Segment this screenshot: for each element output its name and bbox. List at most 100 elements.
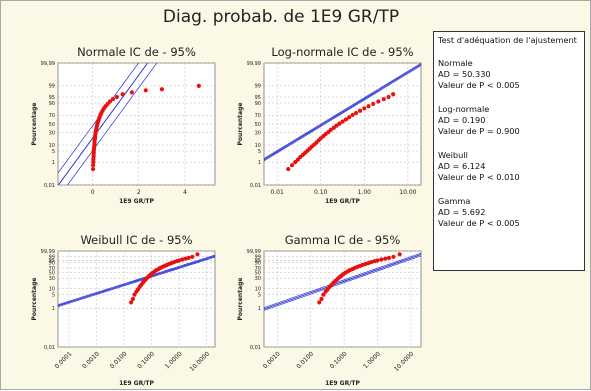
y-tick-label: 90 xyxy=(255,260,261,266)
data-point xyxy=(391,92,396,97)
figure-title: Diag. probab. de 1E9 GR/TP xyxy=(162,7,400,27)
goodness-of-fit-box: Test d'adéquation de l'ajustement Normal… xyxy=(433,31,585,271)
fit-ad: AD = 5.692 xyxy=(438,207,486,217)
data-point xyxy=(386,94,391,100)
x-tick-label: 0.0010 xyxy=(262,350,282,370)
y-tick-label: 30 xyxy=(255,276,261,282)
goodness-of-fit-title: Test d'adéquation de l'ajustement xyxy=(438,35,577,45)
data-point xyxy=(334,123,339,128)
plot-title: Normale IC de - 95% xyxy=(77,45,196,59)
data-point xyxy=(376,99,381,104)
y-tick-label: 50 xyxy=(49,122,55,128)
fit-p: Valeur de P < 0.010 xyxy=(438,172,520,182)
y-tick-label: 30 xyxy=(255,130,261,136)
data-point xyxy=(120,92,125,97)
fit-line-group xyxy=(58,254,215,308)
y-tick-label: 99,99 xyxy=(247,61,261,67)
x-tick-label: 0.10 xyxy=(314,189,328,196)
y-tick-label: 99,99 xyxy=(247,249,261,255)
y-tick-label: 10 xyxy=(49,143,55,149)
data-point xyxy=(186,255,191,260)
data-point xyxy=(90,166,96,172)
y-tick-label: 0,01 xyxy=(250,345,261,351)
y-tick-label: 70 xyxy=(49,113,55,119)
y-tick-label: 5 xyxy=(258,292,261,298)
data-point xyxy=(195,252,200,257)
data-point xyxy=(397,252,402,257)
fit-p: Valeur de P < 0.005 xyxy=(438,218,520,228)
y-tick-label: 50 xyxy=(255,122,261,128)
y-tick-label: 99 xyxy=(49,84,55,90)
data-point xyxy=(180,257,185,262)
fit-name: Gamma xyxy=(438,196,471,206)
y-tick-label: 95 xyxy=(255,95,261,101)
y-tick-label: 10 xyxy=(255,143,261,149)
fit-normal: Normale AD = 50.330 Valeur de P < 0.005 xyxy=(438,58,580,91)
data-point xyxy=(114,94,119,100)
y-tick-label: 99,99 xyxy=(41,249,55,255)
x-axis-label: 1E9 GR/TP xyxy=(119,380,154,387)
data-point xyxy=(293,160,298,165)
plot-area xyxy=(263,250,422,348)
data-point xyxy=(143,88,148,93)
data-point xyxy=(357,108,363,113)
y-axis-label: Pourcentage xyxy=(31,103,38,146)
y-tick-label: 99,99 xyxy=(41,61,55,67)
y-tick-label: 0,01 xyxy=(44,345,55,351)
fit-lognormal: Log-normale AD = 0.190 Valeur de P = 0.9… xyxy=(438,104,580,137)
data-point xyxy=(90,163,96,168)
data-point xyxy=(286,166,291,172)
y-tick-label: 90 xyxy=(255,101,261,107)
x-tick-label: 2 xyxy=(137,189,141,196)
fit-name: Log-normale xyxy=(438,104,490,114)
y-tick-label: 5 xyxy=(52,149,55,155)
fit-p: Valeur de P < 0.005 xyxy=(438,80,520,90)
x-tick-label: 0.0010 xyxy=(81,350,101,370)
y-tick-label: 30 xyxy=(49,130,55,136)
data-point xyxy=(383,256,388,261)
x-tick-label: 10.0000 xyxy=(189,350,212,373)
y-tick-label: 50 xyxy=(255,271,261,277)
plot-title: Log-normale IC de - 95% xyxy=(271,45,413,59)
y-tick-label: 70 xyxy=(255,113,261,119)
data-point xyxy=(110,97,116,102)
x-tick-label: 0.0001 xyxy=(54,350,74,370)
plot-area xyxy=(57,250,216,348)
y-tick-label: 10 xyxy=(255,286,261,292)
y-tick-label: 1 xyxy=(258,306,261,312)
plot-title: Gamma IC de - 95% xyxy=(285,233,401,247)
y-tick-label: 50 xyxy=(49,271,55,277)
data-point xyxy=(381,97,386,102)
x-tick-label: 10.00 xyxy=(399,189,416,196)
x-tick-label: 4 xyxy=(183,189,187,196)
y-tick-label: 0,01 xyxy=(250,183,261,189)
data-point xyxy=(366,104,371,109)
y-tick-label: 95 xyxy=(49,95,55,101)
fit-p: Valeur de P = 0.900 xyxy=(438,126,520,136)
data-point xyxy=(340,119,345,124)
data-point xyxy=(317,300,322,305)
data-point xyxy=(130,296,136,302)
data-point xyxy=(350,112,355,118)
x-tick-label: 0.1000 xyxy=(329,350,349,370)
fit-ad: AD = 6.124 xyxy=(438,161,486,171)
y-axis-label: Pourcentage xyxy=(237,103,244,146)
data-point xyxy=(386,255,392,260)
data-point xyxy=(328,127,333,132)
confidence-band-upper xyxy=(264,255,421,311)
y-tick-label: 5 xyxy=(258,149,261,155)
fit-line xyxy=(58,255,215,307)
y-tick-label: 0,01 xyxy=(44,183,55,189)
fit-line xyxy=(264,63,421,161)
data-point xyxy=(319,296,324,302)
fit-line xyxy=(264,253,421,310)
y-tick-label: 90 xyxy=(49,260,55,266)
x-tick-label: 0.0100 xyxy=(109,350,129,370)
x-tick-label: 1.00 xyxy=(358,189,372,196)
data-point xyxy=(337,121,342,126)
data-point xyxy=(379,257,384,262)
